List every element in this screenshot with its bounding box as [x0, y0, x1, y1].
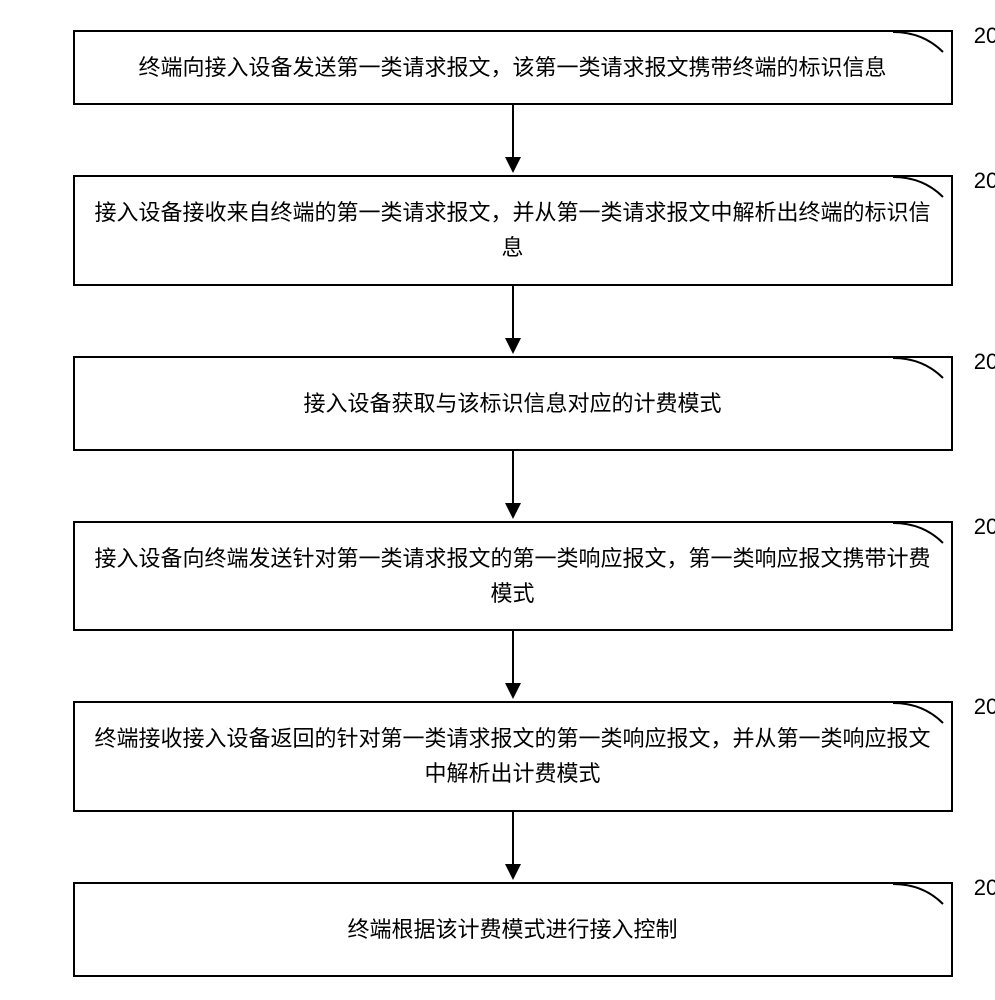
step-label: 202: [974, 163, 995, 198]
step-box-201: 201 终端向接入设备发送第一类请求报文，该第一类请求报文携带终端的标识信息: [73, 30, 953, 105]
step-label: 205: [974, 689, 995, 724]
step-box-202: 202 接入设备接收来自终端的第一类请求报文，并从第一类请求报文中解析出终端的标…: [73, 175, 953, 285]
step-label: 206: [974, 870, 995, 905]
step-text: 终端根据该计费模式进行接入控制: [347, 917, 677, 942]
step-text: 终端接收接入设备返回的针对第一类请求报文的第一类响应报文，并从第一类响应报文中解…: [95, 726, 931, 786]
step-box-205: 205 终端接收接入设备返回的针对第一类请求报文的第一类响应报文，并从第一类响应…: [73, 701, 953, 811]
step-box-203: 203 接入设备获取与该标识信息对应的计费模式: [73, 356, 953, 451]
step-label: 204: [974, 509, 995, 544]
flowchart-container: 201 终端向接入设备发送第一类请求报文，该第一类请求报文携带终端的标识信息 2…: [0, 30, 995, 977]
step-text: 接入设备获取与该标识信息对应的计费模式: [303, 391, 721, 416]
connector-line: [893, 523, 953, 553]
step-box-206: 206 终端根据该计费模式进行接入控制: [73, 882, 953, 977]
connector-line: [893, 32, 953, 62]
arrow-down: [73, 631, 953, 701]
step-label: 203: [974, 344, 995, 379]
step-text: 终端向接入设备发送第一类请求报文，该第一类请求报文携带终端的标识信息: [138, 55, 886, 80]
step-text: 接入设备接收来自终端的第一类请求报文，并从第一类请求报文中解析出终端的标识信息: [95, 200, 931, 260]
arrow-down: [73, 105, 953, 175]
connector-line: [893, 703, 953, 733]
arrow-down: [73, 286, 953, 356]
step-box-204: 204 接入设备向终端发送针对第一类请求报文的第一类响应报文，第一类响应报文携带…: [73, 521, 953, 631]
step-text: 接入设备向终端发送针对第一类请求报文的第一类响应报文，第一类响应报文携带计费模式: [95, 546, 931, 606]
arrow-down: [73, 451, 953, 521]
connector-line: [893, 884, 953, 914]
step-label: 201: [974, 18, 995, 53]
connector-line: [893, 177, 953, 207]
arrow-down: [73, 812, 953, 882]
connector-line: [893, 358, 953, 388]
